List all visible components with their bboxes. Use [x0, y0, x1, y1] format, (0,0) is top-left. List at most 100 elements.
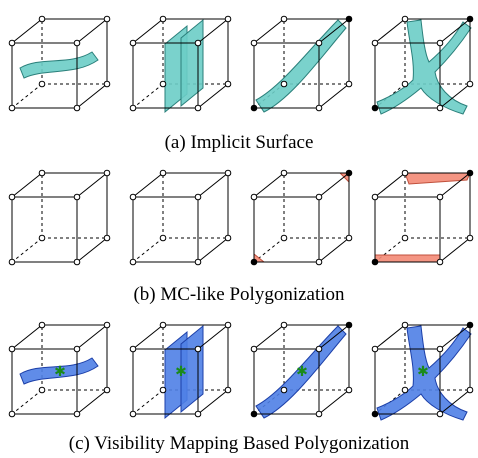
- cube-edge: [375, 325, 405, 349]
- vertex: [9, 40, 15, 46]
- vertex: [372, 346, 378, 352]
- vertex: [316, 40, 322, 46]
- surface: [256, 20, 346, 112]
- caption: (a) Implicit Surface: [165, 132, 314, 153]
- vertex: [372, 40, 378, 46]
- cube-edge: [133, 19, 163, 43]
- vertex: [74, 194, 80, 200]
- vertex: [104, 16, 110, 22]
- vertex: [74, 40, 80, 46]
- vertex: [437, 40, 443, 46]
- vertex: [104, 81, 110, 87]
- vertex: [195, 40, 201, 46]
- vertex: [225, 235, 231, 241]
- hidden-edge: [133, 390, 163, 414]
- hidden-edge: [12, 238, 42, 262]
- vertex: [225, 16, 231, 22]
- vertex: [74, 411, 80, 417]
- vertex: [467, 322, 473, 328]
- vertex: [281, 81, 287, 87]
- vertex: [9, 194, 15, 200]
- vertex: [467, 235, 473, 241]
- vertex: [372, 411, 378, 417]
- vertex: [402, 235, 408, 241]
- vertex: [251, 411, 257, 417]
- page: (a) Implicit Surface (b) MC-like Polygon…: [0, 0, 478, 458]
- vertex: [346, 322, 352, 328]
- vertex: [402, 322, 408, 328]
- vertex: [251, 194, 257, 200]
- cube-edge: [254, 325, 284, 349]
- vertex: [372, 105, 378, 111]
- vertex: [316, 259, 322, 265]
- vertex: [9, 411, 15, 417]
- marker: ✱: [417, 364, 429, 380]
- vertex: [437, 411, 443, 417]
- vertex: [372, 259, 378, 265]
- hidden-edge: [12, 390, 42, 414]
- cube-edge: [77, 390, 107, 414]
- vertex: [316, 194, 322, 200]
- cube-edge: [77, 19, 107, 43]
- cube-edge: [254, 19, 284, 43]
- cube-edge: [319, 173, 349, 197]
- cube-edge: [12, 173, 42, 197]
- vertex: [130, 411, 136, 417]
- vertex: [467, 81, 473, 87]
- vertex: [195, 105, 201, 111]
- vertex: [195, 346, 201, 352]
- hidden-edge: [12, 84, 42, 108]
- cube-edge: [77, 84, 107, 108]
- cube-edge: [77, 238, 107, 262]
- surface: [20, 52, 98, 78]
- marker: ✱: [175, 364, 187, 380]
- vertex: [39, 322, 45, 328]
- vertex: [130, 346, 136, 352]
- vertex: [39, 387, 45, 393]
- vertex: [251, 259, 257, 265]
- cube-edge: [375, 19, 405, 43]
- caption: (c) Visibility Mapping Based Polygonizat…: [69, 433, 410, 454]
- hidden-edge: [133, 84, 163, 108]
- cube-edge: [440, 238, 470, 262]
- vertex: [281, 235, 287, 241]
- cube-edge: [319, 84, 349, 108]
- vertex: [437, 346, 443, 352]
- vertex: [346, 170, 352, 176]
- marker: ✱: [54, 364, 66, 380]
- vertex: [130, 105, 136, 111]
- vertex: [346, 16, 352, 22]
- vertex: [346, 387, 352, 393]
- vertex: [104, 322, 110, 328]
- vertex: [281, 387, 287, 393]
- vertex: [160, 387, 166, 393]
- figure: (a) Implicit Surface (b) MC-like Polygon…: [0, 0, 478, 458]
- cube-edge: [319, 390, 349, 414]
- vertex: [195, 259, 201, 265]
- vertex: [39, 170, 45, 176]
- vertex: [251, 346, 257, 352]
- cube-edge: [198, 173, 228, 197]
- vertex: [225, 387, 231, 393]
- cube-edge: [12, 19, 42, 43]
- vertex: [316, 105, 322, 111]
- vertex: [104, 170, 110, 176]
- marker: ✱: [296, 364, 308, 380]
- cube-edge: [77, 325, 107, 349]
- vertex: [195, 411, 201, 417]
- vertex: [467, 387, 473, 393]
- vertex: [130, 40, 136, 46]
- vertex: [104, 387, 110, 393]
- cube-edge: [375, 173, 405, 197]
- vertex: [437, 259, 443, 265]
- vertex: [251, 40, 257, 46]
- cube-edge: [254, 173, 284, 197]
- vertex: [225, 322, 231, 328]
- vertex: [316, 411, 322, 417]
- vertex: [467, 170, 473, 176]
- surface: [375, 255, 440, 262]
- vertex: [281, 16, 287, 22]
- cube-edge: [12, 325, 42, 349]
- vertex: [195, 194, 201, 200]
- vertex: [437, 105, 443, 111]
